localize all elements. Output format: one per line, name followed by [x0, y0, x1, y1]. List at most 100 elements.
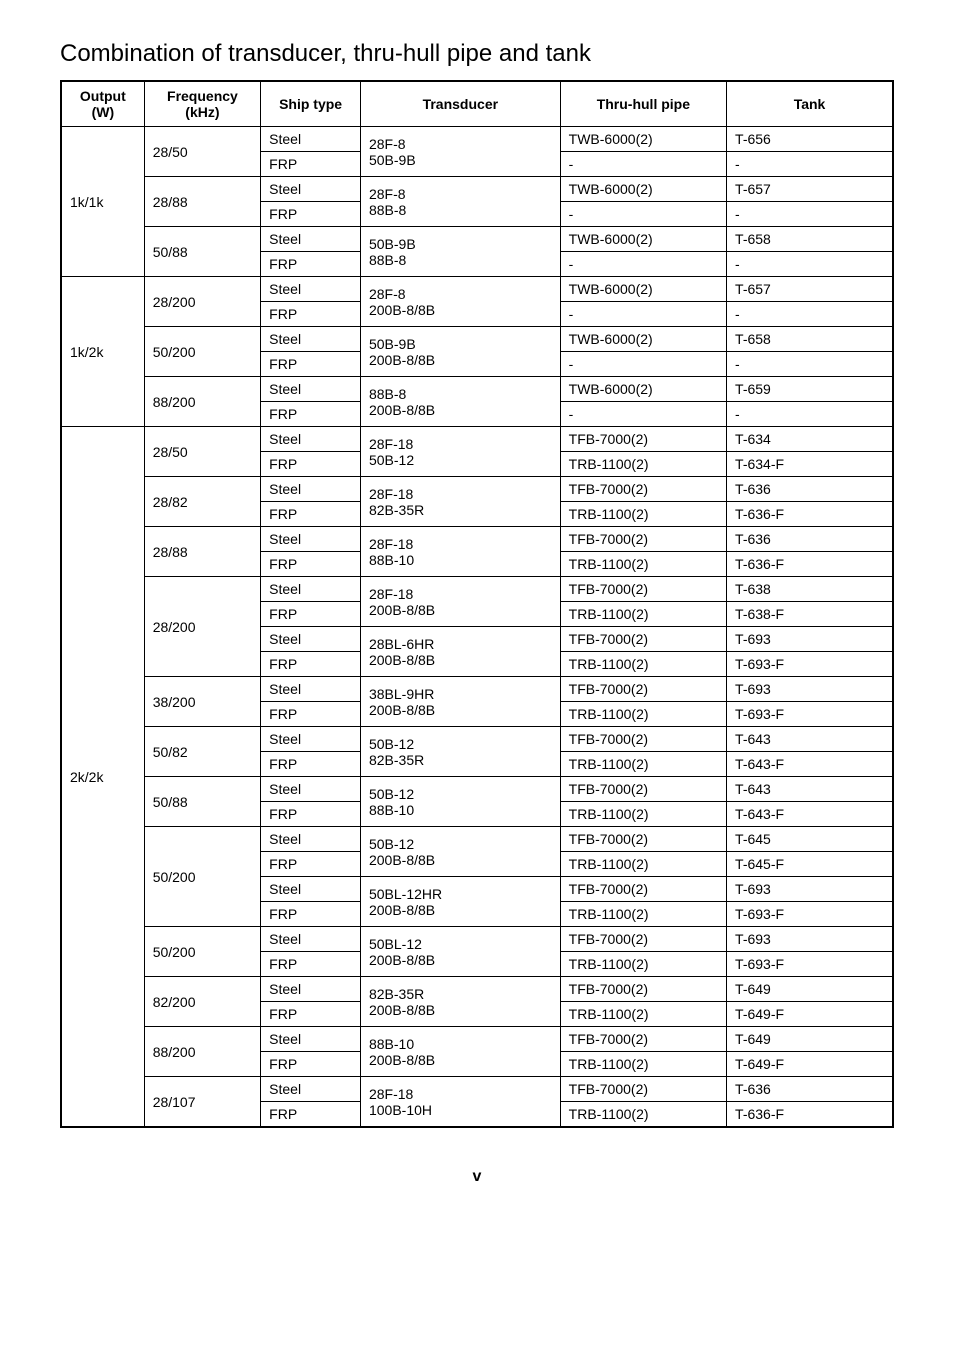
- table-cell: T-659: [727, 377, 893, 402]
- table-cell: FRP: [261, 452, 361, 477]
- table-cell: Steel: [261, 277, 361, 302]
- table-cell: 28F-18 100B-10H: [360, 1077, 560, 1128]
- table-cell: 38/200: [144, 677, 260, 727]
- table-cell: FRP: [261, 1052, 361, 1077]
- table-cell: FRP: [261, 402, 361, 427]
- table-cell: T-693-F: [727, 902, 893, 927]
- table-cell: TFB-7000(2): [560, 877, 726, 902]
- table-cell: TFB-7000(2): [560, 477, 726, 502]
- table-row: 82/200Steel82B-35R 200B-8/8BTFB-7000(2)T…: [61, 977, 893, 1002]
- table-cell: -: [727, 352, 893, 377]
- table-cell: T-658: [727, 227, 893, 252]
- table-cell: 88/200: [144, 1027, 260, 1077]
- table-cell: 50/88: [144, 777, 260, 827]
- table-cell: 2k/2k: [61, 427, 144, 1128]
- table-cell: Steel: [261, 877, 361, 902]
- table-cell: TWB-6000(2): [560, 177, 726, 202]
- table-cell: TFB-7000(2): [560, 677, 726, 702]
- table-cell: 38BL-9HR 200B-8/8B: [360, 677, 560, 727]
- table-cell: TRB-1100(2): [560, 702, 726, 727]
- table-cell: T-658: [727, 327, 893, 352]
- table-cell: 28F-8 88B-8: [360, 177, 560, 227]
- table-cell: FRP: [261, 952, 361, 977]
- table-cell: 28F-18 50B-12: [360, 427, 560, 477]
- table-cell: TRB-1100(2): [560, 452, 726, 477]
- table-cell: TWB-6000(2): [560, 327, 726, 352]
- table-cell: FRP: [261, 552, 361, 577]
- table-cell: TRB-1100(2): [560, 802, 726, 827]
- table-cell: 50/200: [144, 827, 260, 927]
- table-cell: Steel: [261, 927, 361, 952]
- table-cell: TFB-7000(2): [560, 627, 726, 652]
- table-cell: 28F-18 82B-35R: [360, 477, 560, 527]
- table-cell: FRP: [261, 602, 361, 627]
- table-cell: -: [727, 402, 893, 427]
- table-cell: 50B-12 200B-8/8B: [360, 827, 560, 877]
- col-transducer: Transducer: [360, 81, 560, 127]
- table-row: 38/200Steel38BL-9HR 200B-8/8BTFB-7000(2)…: [61, 677, 893, 702]
- table-cell: TRB-1100(2): [560, 502, 726, 527]
- table-cell: 28/88: [144, 527, 260, 577]
- table-cell: T-643: [727, 727, 893, 752]
- table-row: 50/82Steel50B-12 82B-35RTFB-7000(2)T-643: [61, 727, 893, 752]
- table-cell: FRP: [261, 252, 361, 277]
- table-cell: Steel: [261, 1027, 361, 1052]
- table-row: 88/200Steel88B-8 200B-8/8BTWB-6000(2)T-6…: [61, 377, 893, 402]
- table-cell: T-645: [727, 827, 893, 852]
- table-cell: Steel: [261, 427, 361, 452]
- table-cell: 28F-8 200B-8/8B: [360, 277, 560, 327]
- table-cell: T-656: [727, 127, 893, 152]
- table-cell: T-693: [727, 877, 893, 902]
- table-cell: T-693: [727, 627, 893, 652]
- table-cell: 28/50: [144, 427, 260, 477]
- table-cell: TWB-6000(2): [560, 277, 726, 302]
- table-cell: TRB-1100(2): [560, 652, 726, 677]
- table-cell: FRP: [261, 502, 361, 527]
- table-cell: TWB-6000(2): [560, 127, 726, 152]
- table-row: 28/82Steel28F-18 82B-35RTFB-7000(2)T-636: [61, 477, 893, 502]
- table-cell: T-643-F: [727, 802, 893, 827]
- table-cell: T-693: [727, 677, 893, 702]
- table-cell: T-636: [727, 477, 893, 502]
- table-cell: T-634: [727, 427, 893, 452]
- table-cell: TWB-6000(2): [560, 227, 726, 252]
- table-cell: TRB-1100(2): [560, 752, 726, 777]
- table-cell: Steel: [261, 827, 361, 852]
- table-cell: Steel: [261, 977, 361, 1002]
- table-cell: Steel: [261, 677, 361, 702]
- table-cell: 50/88: [144, 227, 260, 277]
- table-cell: Steel: [261, 1077, 361, 1102]
- col-ship-type: Ship type: [261, 81, 361, 127]
- table-cell: TRB-1100(2): [560, 1002, 726, 1027]
- table-cell: T-657: [727, 277, 893, 302]
- table-cell: 28/200: [144, 577, 260, 677]
- table-cell: 50/200: [144, 327, 260, 377]
- page-title: Combination of transducer, thru-hull pip…: [60, 40, 894, 68]
- table-cell: 28/88: [144, 177, 260, 227]
- table-cell: T-645-F: [727, 852, 893, 877]
- table-cell: FRP: [261, 852, 361, 877]
- table-cell: T-643-F: [727, 752, 893, 777]
- table-cell: FRP: [261, 1102, 361, 1128]
- table-cell: TRB-1100(2): [560, 902, 726, 927]
- col-output: Output (W): [61, 81, 144, 127]
- table-cell: T-636-F: [727, 502, 893, 527]
- table-cell: 88B-10 200B-8/8B: [360, 1027, 560, 1077]
- table-cell: T-693-F: [727, 652, 893, 677]
- table-cell: T-636-F: [727, 1102, 893, 1128]
- table-cell: Steel: [261, 377, 361, 402]
- table-cell: 82/200: [144, 977, 260, 1027]
- table-cell: -: [560, 152, 726, 177]
- table-cell: Steel: [261, 777, 361, 802]
- combination-table: Output (W) Frequency (kHz) Ship type Tra…: [60, 80, 894, 1128]
- table-cell: T-693-F: [727, 952, 893, 977]
- table-cell: -: [727, 252, 893, 277]
- table-cell: FRP: [261, 352, 361, 377]
- table-cell: Steel: [261, 627, 361, 652]
- table-cell: 28/200: [144, 277, 260, 327]
- col-tank: Tank: [727, 81, 893, 127]
- table-cell: -: [560, 302, 726, 327]
- table-cell: T-643: [727, 777, 893, 802]
- table-row: 50/200Steel50BL-12 200B-8/8BTFB-7000(2)T…: [61, 927, 893, 952]
- table-cell: Steel: [261, 227, 361, 252]
